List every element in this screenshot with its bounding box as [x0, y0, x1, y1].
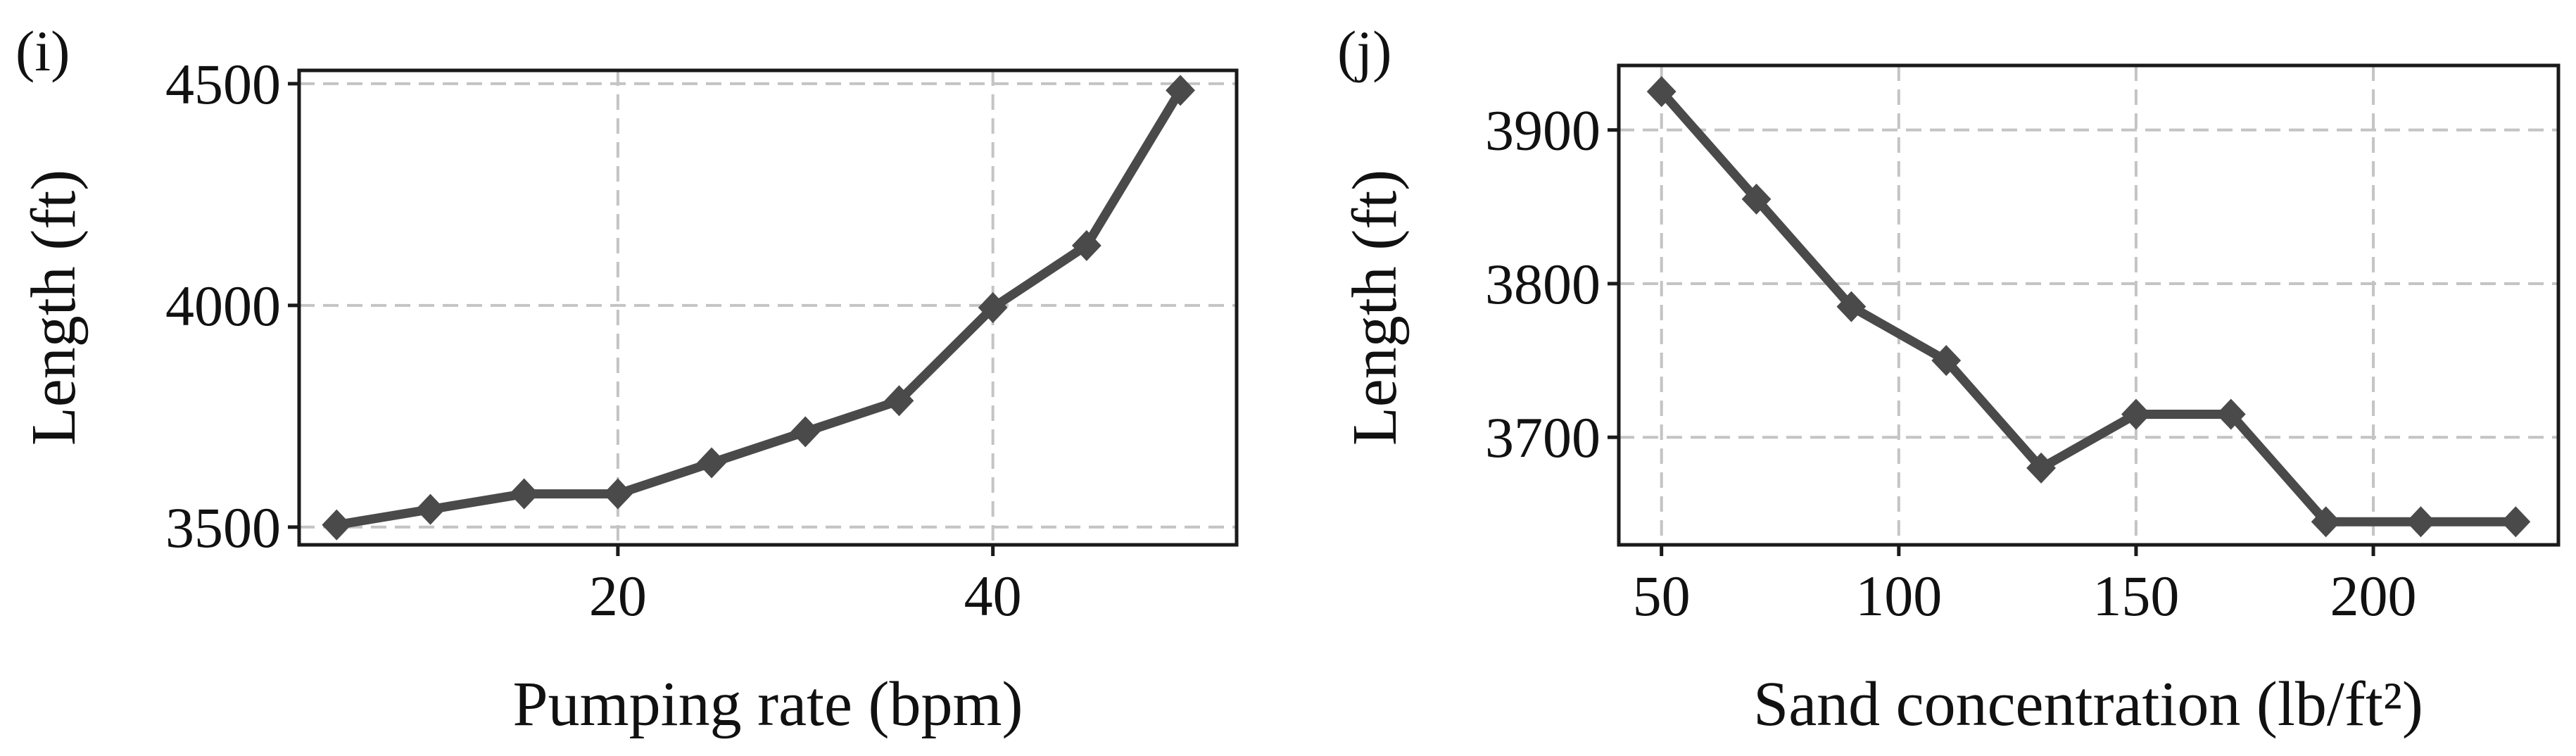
- y-tick-label: 4000: [165, 274, 281, 338]
- series-line: [1658, 88, 2516, 527]
- data-point: [2406, 506, 2436, 538]
- panel-label-j: (j): [1337, 19, 1391, 83]
- x-tick-label: 40: [964, 564, 1022, 628]
- data-point: [1071, 229, 1101, 261]
- data-point: [2311, 506, 2341, 538]
- grid-i: [299, 70, 1237, 545]
- x-axis-label-j: Sand concentration (lb/ft²): [1753, 669, 2423, 739]
- grid-j: [1619, 65, 2558, 545]
- x-axis-label-i: Pumping rate (bpm): [513, 669, 1023, 739]
- data-point: [2216, 398, 2246, 430]
- y-tick-label: 3900: [1485, 99, 1600, 163]
- data-point: [1836, 291, 1867, 322]
- data-point: [415, 493, 446, 525]
- x-tick-label: 100: [1855, 564, 1942, 628]
- data-point: [2121, 398, 2151, 430]
- plot-frame-j: [1617, 63, 2561, 547]
- data-point: [322, 509, 352, 541]
- data-point: [602, 478, 633, 510]
- series-line: [336, 87, 1185, 530]
- data-point: [1741, 183, 1772, 215]
- y-axis-label-i: Length (ft): [19, 170, 89, 446]
- plot-frame-i: [297, 68, 1239, 547]
- data-point: [790, 416, 821, 448]
- series-i: [322, 75, 1195, 541]
- axis-ticks-j: 50 100 150 200 3700 3800 3900: [1485, 99, 2417, 628]
- axis-ticks-i: 20 40 3500 4000 4500: [165, 52, 1022, 628]
- panel-label-i: (i): [15, 19, 70, 83]
- x-tick-label: 200: [2330, 564, 2417, 628]
- data-point: [2501, 506, 2531, 538]
- data-point: [2026, 452, 2056, 484]
- x-tick-label: 50: [1633, 564, 1691, 628]
- data-point: [978, 292, 1008, 323]
- data-point: [1166, 75, 1195, 106]
- data-point: [884, 385, 914, 417]
- x-tick-label: 150: [2092, 564, 2179, 628]
- y-tick-label: 3700: [1485, 405, 1600, 470]
- data-point: [509, 478, 539, 510]
- y-tick-label: 3500: [165, 496, 281, 560]
- data-point: [697, 447, 726, 479]
- x-tick-label: 20: [589, 564, 647, 628]
- series-j: [1646, 76, 2531, 538]
- y-axis-label-j: Length (ft): [1340, 170, 1410, 446]
- y-tick-label: 4500: [165, 52, 281, 116]
- data-point: [1931, 345, 1962, 377]
- chart-panel-j: (j) 50 100 150 200 3700 3800 3900 Sand concent…: [1337, 19, 2561, 739]
- data-point: [1646, 76, 1677, 108]
- y-tick-label: 3800: [1485, 252, 1600, 316]
